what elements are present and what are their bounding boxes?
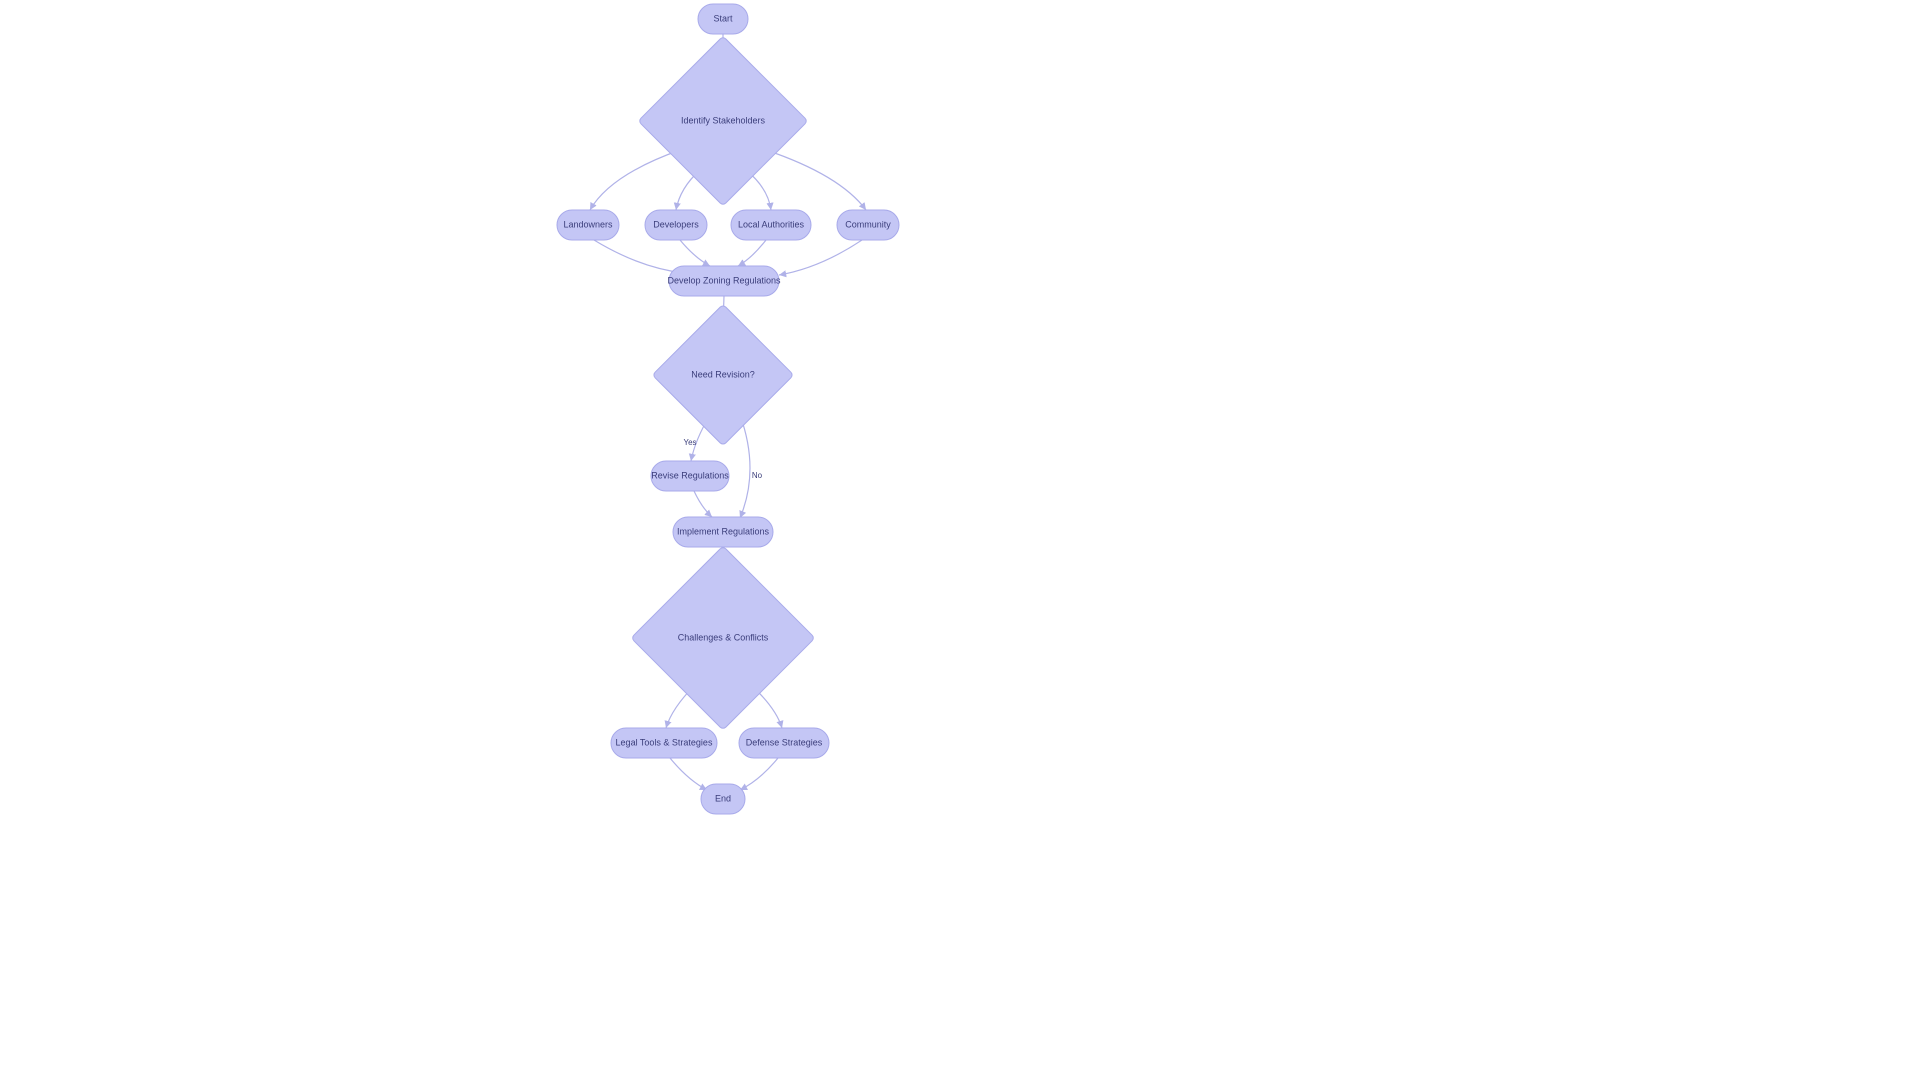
- node-authorities: Local Authorities: [731, 210, 811, 240]
- node-defense: Defense Strategies: [739, 728, 829, 758]
- edge-label-needrev-revise: Yes: [683, 438, 696, 447]
- node-label-needrev: Need Revision?: [691, 369, 755, 379]
- node-label-implement: Implement Regulations: [677, 526, 770, 536]
- node-challenges: Challenges & Conflicts: [631, 546, 815, 730]
- node-implement: Implement Regulations: [673, 517, 773, 547]
- edge-authorities-develop: [738, 240, 766, 266]
- edge-revise-implement: [694, 491, 712, 517]
- node-label-revise: Revise Regulations: [651, 470, 729, 480]
- node-start: Start: [698, 4, 748, 34]
- node-label-defense: Defense Strategies: [746, 737, 823, 747]
- node-developers: Developers: [645, 210, 707, 240]
- node-label-developers: Developers: [653, 219, 699, 229]
- node-legal: Legal Tools & Strategies: [611, 728, 717, 758]
- node-label-legal: Legal Tools & Strategies: [616, 737, 713, 747]
- node-label-landowners: Landowners: [563, 219, 613, 229]
- node-label-end: End: [715, 793, 731, 803]
- node-label-challenges: Challenges & Conflicts: [678, 632, 769, 642]
- edge-developers-develop: [680, 240, 710, 266]
- node-label-develop: Develop Zoning Regulations: [667, 275, 781, 285]
- node-identify: Identify Stakeholders: [638, 36, 808, 206]
- edge-identify-community: [766, 150, 866, 210]
- node-community: Community: [837, 210, 899, 240]
- node-label-community: Community: [845, 219, 891, 229]
- node-revise: Revise Regulations: [651, 461, 729, 491]
- nodes-layer: Start Identify Stakeholders Landowners Deve…: [557, 4, 899, 814]
- edge-landowners-develop: [594, 240, 684, 273]
- edge-legal-end: [670, 758, 707, 790]
- flowchart-diagram: Yes No Start Identify Stakeholders Landowne…: [0, 0, 1920, 1080]
- node-end: End: [701, 784, 745, 814]
- node-label-start: Start: [713, 13, 733, 23]
- node-label-identify: Identify Stakeholders: [681, 115, 766, 125]
- edge-defense-end: [740, 758, 778, 790]
- node-label-authorities: Local Authorities: [738, 219, 805, 229]
- edge-label-needrev-implement: No: [752, 471, 763, 480]
- node-landowners: Landowners: [557, 210, 619, 240]
- node-needrev: Need Revision?: [652, 304, 793, 445]
- edge-needrev-implement: [740, 415, 750, 518]
- node-develop: Develop Zoning Regulations: [667, 266, 781, 296]
- edge-identify-landowners: [590, 150, 680, 210]
- edge-community-develop: [779, 240, 862, 275]
